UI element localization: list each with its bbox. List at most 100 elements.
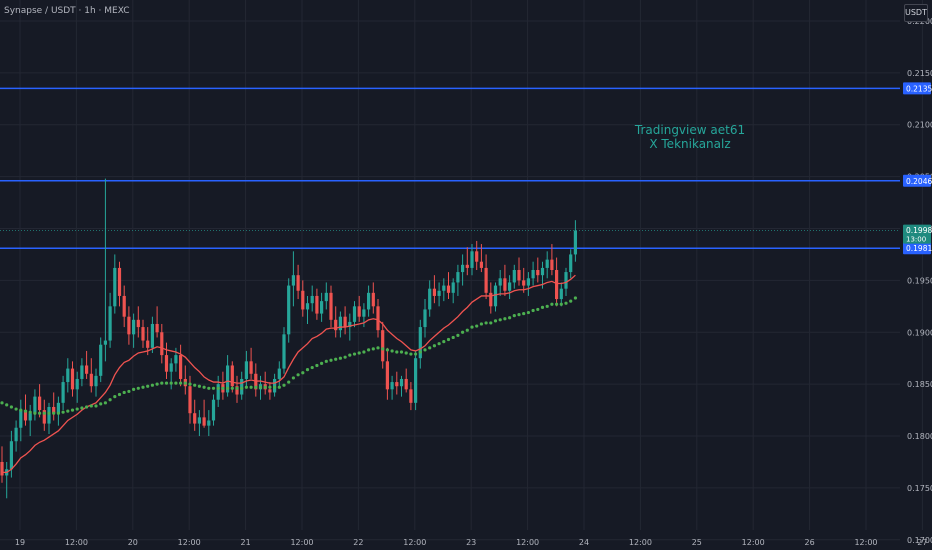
candle-body <box>395 382 399 387</box>
countdown-label: 13:00 <box>906 236 926 244</box>
candle-body <box>89 373 93 387</box>
ema-slow-dot <box>531 308 535 313</box>
ema-slow-dot <box>526 310 531 315</box>
ema-slow-dot <box>324 359 328 363</box>
ema-slow-dot <box>0 401 4 405</box>
ema-slow-dot <box>484 321 488 325</box>
candle-body <box>155 323 159 333</box>
ema-slow-dot <box>273 385 277 389</box>
ema-slow-dot <box>19 408 23 412</box>
ema-slow-dot <box>211 386 216 390</box>
ema-slow-dot <box>357 351 361 355</box>
ema-slow-dot <box>446 337 451 342</box>
ema-slow-dot <box>461 330 465 334</box>
x-tick-label: 25 <box>692 538 702 547</box>
candle-body <box>493 285 498 307</box>
currency-button[interactable]: USDT <box>904 4 928 22</box>
x-tick-label: 12:00 <box>516 538 539 547</box>
ema-slow-dot <box>277 385 281 389</box>
ema-slow-dot <box>113 395 117 399</box>
x-tick-label: 12:00 <box>854 538 877 547</box>
candle-body <box>503 278 507 291</box>
ema-slow-dot <box>94 404 98 408</box>
ema-slow-dot <box>348 353 352 357</box>
ema-slow-dot <box>230 386 234 390</box>
ema-slow-dot <box>545 304 549 308</box>
candle-body <box>61 382 65 403</box>
ema-slow-dot <box>75 407 79 411</box>
ema-slow-dot <box>287 380 291 384</box>
ema-fast-line <box>2 274 576 474</box>
candle-body <box>301 290 305 310</box>
ema-slow-dot <box>428 346 432 350</box>
candle-body <box>47 406 51 424</box>
ema-slow-dot <box>5 403 9 407</box>
ema-slow-dot <box>555 302 559 306</box>
candle-body <box>536 270 540 276</box>
ema-slow-dot <box>399 350 404 354</box>
ema-slow-dot <box>14 407 18 411</box>
candle-body <box>545 259 549 268</box>
candle-body <box>446 285 451 293</box>
x-tick-label: 12:00 <box>65 538 88 547</box>
candle-body <box>136 319 140 328</box>
ema-slow-dot <box>390 349 394 353</box>
time-axis[interactable]: 19 12:00 20 12:00 21 12:00 22 12:00 23 12:00 24 12:… <box>15 538 932 547</box>
ema-slow-dot <box>42 411 46 415</box>
ema-slow-dot <box>522 311 526 316</box>
candle-body <box>517 270 521 281</box>
x-tick-label: 12:00 <box>742 538 765 547</box>
candle-body <box>451 282 455 293</box>
candle-body <box>28 413 32 421</box>
candle-body <box>362 309 366 317</box>
candle-body <box>193 413 197 424</box>
ema-slow-dot <box>258 385 263 389</box>
ema-slow-dot <box>56 411 61 415</box>
candle-body <box>540 267 545 276</box>
ema-slow-dot <box>418 350 422 354</box>
candle-body <box>512 270 516 283</box>
ema-slow-dot <box>301 371 305 375</box>
candle-body <box>310 295 314 304</box>
candle-body <box>99 344 103 376</box>
level-price-label: 0.1981 <box>906 244 932 253</box>
candle-body <box>179 355 183 379</box>
candle-body <box>188 386 192 414</box>
ema-slow-dot <box>99 402 103 406</box>
candle-body <box>42 410 46 424</box>
x-tick-label: 23 <box>466 538 476 547</box>
ema-slow-dot <box>404 351 408 355</box>
ema-slow-dot <box>512 314 516 318</box>
candle-body <box>526 278 530 286</box>
ema-slow-dot <box>183 381 187 385</box>
price-axis[interactable]: 0.22000.21500.21000.20500.20000.19500.19… <box>907 17 932 545</box>
candle-body <box>414 358 418 403</box>
horizontal-levels[interactable] <box>0 87 900 249</box>
candle-body <box>352 306 357 322</box>
ema-slow-dot <box>108 398 112 402</box>
level-price-label: 0.2135 <box>906 84 932 93</box>
candle-body <box>108 306 112 341</box>
ema-slow-dot <box>352 352 357 356</box>
candle-body <box>75 378 79 390</box>
ema-slow-dot <box>169 381 173 385</box>
ema-slow-dot <box>493 319 498 323</box>
candle-body <box>160 332 164 356</box>
candle-body <box>70 368 75 390</box>
candle-body <box>381 330 385 362</box>
candle-body <box>348 321 352 328</box>
candle-body <box>164 355 169 372</box>
ema-slow-dot <box>141 385 145 389</box>
x-tick-label: 21 <box>241 538 251 547</box>
candle-body <box>122 295 126 317</box>
ema-slow-dot <box>498 318 502 322</box>
candle-body <box>315 295 319 314</box>
ema-slow-dot <box>85 405 89 409</box>
candle-body <box>296 275 300 291</box>
candle-body <box>522 280 526 286</box>
watermark-line-2: X Teknikanalz <box>649 137 731 151</box>
candle-body <box>291 275 295 286</box>
